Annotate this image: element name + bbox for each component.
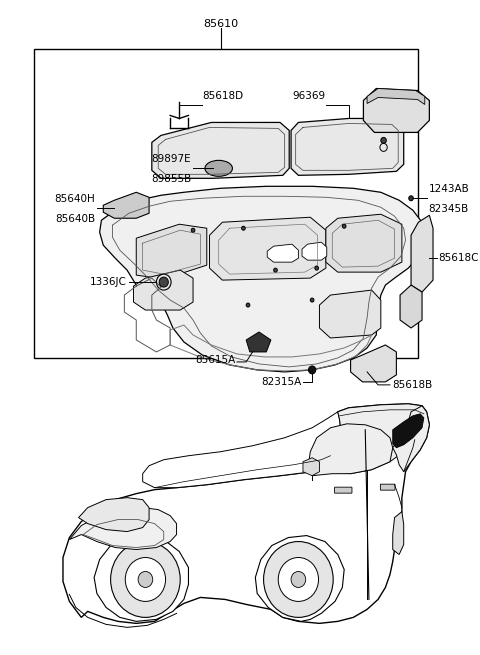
Circle shape [291, 571, 306, 588]
Polygon shape [291, 119, 404, 176]
Polygon shape [133, 270, 193, 310]
Polygon shape [63, 404, 430, 624]
Text: 85640H: 85640H [54, 195, 95, 204]
Polygon shape [363, 88, 430, 132]
Text: 85618D: 85618D [202, 92, 243, 102]
Polygon shape [303, 458, 320, 476]
Ellipse shape [205, 160, 232, 176]
Circle shape [315, 266, 319, 270]
Circle shape [110, 542, 180, 618]
Circle shape [342, 224, 346, 228]
Circle shape [159, 277, 168, 287]
Polygon shape [393, 414, 424, 448]
Text: 1336JC: 1336JC [90, 277, 127, 287]
Circle shape [381, 138, 386, 143]
Circle shape [409, 196, 413, 201]
Circle shape [138, 571, 153, 588]
Polygon shape [309, 424, 393, 476]
Polygon shape [103, 193, 149, 218]
Polygon shape [320, 290, 381, 338]
Polygon shape [326, 214, 402, 272]
FancyBboxPatch shape [335, 487, 352, 493]
FancyBboxPatch shape [380, 484, 395, 490]
Circle shape [274, 268, 277, 272]
Polygon shape [136, 224, 207, 279]
Polygon shape [393, 512, 404, 555]
Polygon shape [70, 508, 177, 550]
Text: 82315A: 82315A [261, 377, 301, 387]
Text: 85610: 85610 [203, 18, 238, 29]
Circle shape [125, 557, 166, 601]
Text: 82345B: 82345B [429, 204, 468, 214]
Text: 85618B: 85618B [392, 380, 432, 390]
Polygon shape [94, 534, 189, 622]
Polygon shape [246, 332, 271, 352]
Circle shape [309, 366, 316, 374]
Polygon shape [400, 285, 422, 328]
Circle shape [246, 303, 250, 307]
Polygon shape [411, 215, 433, 292]
Circle shape [310, 298, 314, 302]
Polygon shape [350, 345, 396, 382]
Text: 85640B: 85640B [55, 214, 95, 224]
Polygon shape [255, 536, 344, 622]
Polygon shape [210, 217, 326, 280]
Text: 89855B: 89855B [151, 174, 191, 184]
Bar [34, 48, 419, 358]
Polygon shape [393, 406, 430, 472]
Text: 1243AB: 1243AB [429, 184, 469, 195]
Text: 96369: 96369 [293, 92, 326, 102]
Polygon shape [267, 244, 299, 262]
Polygon shape [367, 88, 425, 105]
Polygon shape [152, 122, 289, 178]
Text: 89897E: 89897E [152, 155, 191, 164]
Polygon shape [100, 186, 424, 372]
Circle shape [264, 542, 333, 618]
Polygon shape [302, 242, 327, 260]
Circle shape [191, 228, 195, 233]
Polygon shape [329, 404, 427, 474]
Text: 85615A: 85615A [195, 355, 235, 365]
Polygon shape [143, 412, 341, 488]
Text: 85618C: 85618C [439, 253, 479, 263]
Circle shape [278, 557, 319, 601]
Circle shape [241, 226, 245, 230]
Polygon shape [79, 498, 149, 532]
